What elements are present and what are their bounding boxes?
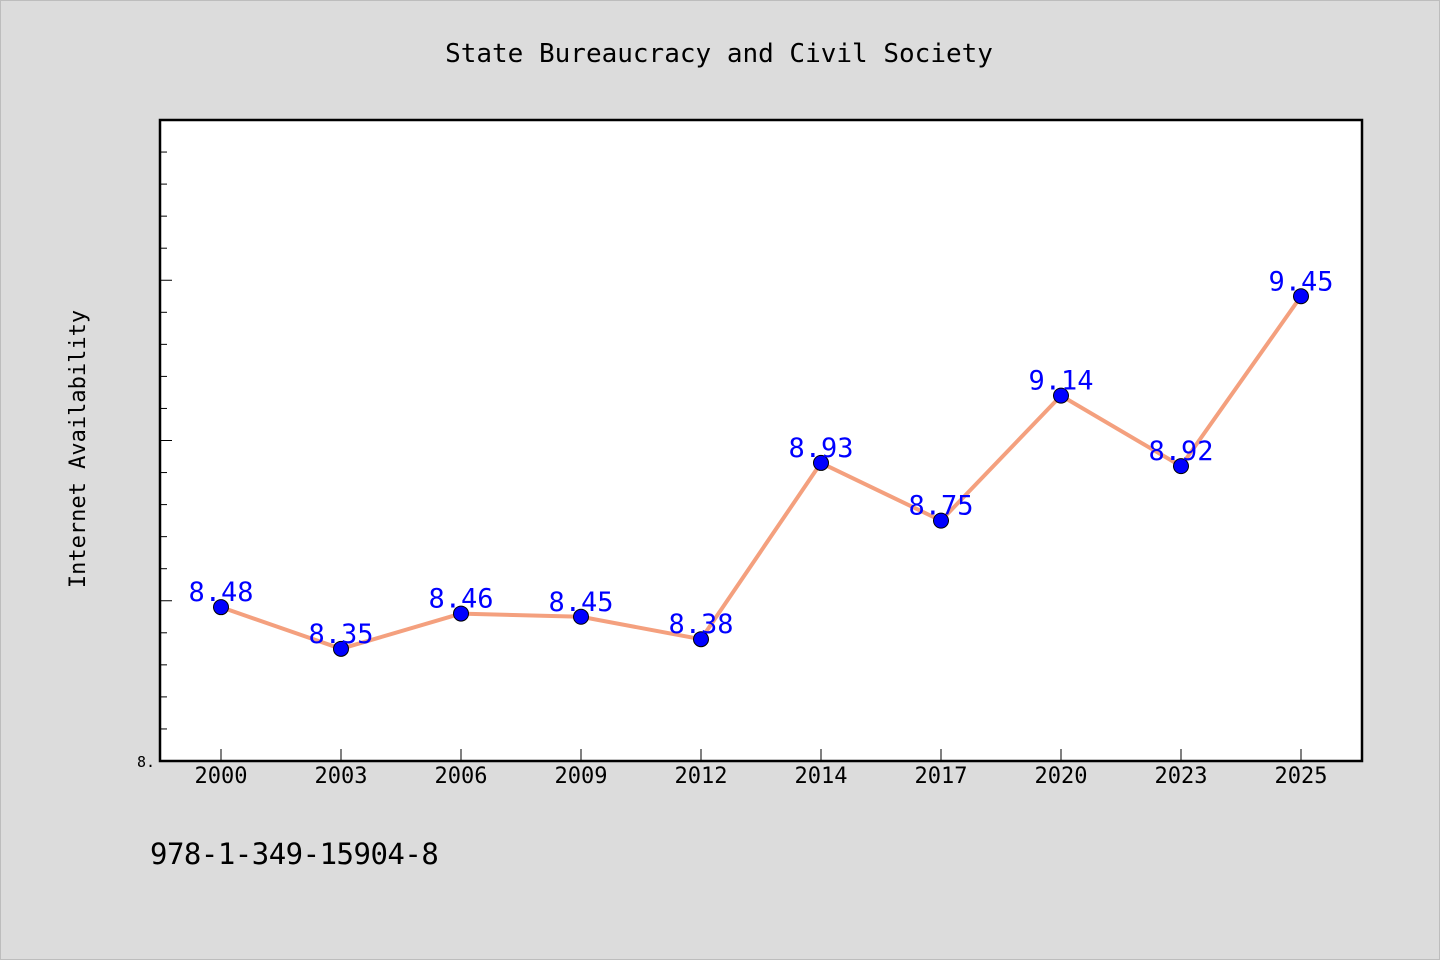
data-label: 8.35: [308, 619, 373, 650]
data-point: [333, 640, 349, 657]
chart-title: State Bureaucracy and Civil Society: [445, 39, 993, 69]
x-tick-label: 2009: [555, 764, 608, 789]
x-tick-label: 2025: [1275, 764, 1328, 789]
x-tick-label: 2014: [795, 764, 848, 789]
data-label: 8.92: [1148, 436, 1213, 467]
x-tick-label: 2000: [195, 764, 248, 789]
y-axis-label: Internet Availability: [66, 310, 91, 588]
data-labels: 8.48 8.35 8.46 8.45 8.38 8.93 8.75 9.14 8.92 9.45: [188, 266, 1333, 650]
plot-area: [158, 118, 1364, 763]
data-point: [1293, 288, 1309, 305]
x-axis-tick-labels: 2000 2003 2006 2009 2012 2014 2017 2020 2023 2025: [195, 764, 1328, 789]
y-tick-label: 8.: [137, 753, 155, 771]
data-label: 9.14: [1028, 366, 1093, 397]
x-tick-label: 2020: [1035, 764, 1088, 789]
data-label: 8.75: [908, 491, 973, 522]
x-tick-label: 2012: [675, 764, 728, 789]
y-axis-ticks: [160, 151, 172, 730]
x-tick-label: 2006: [435, 764, 488, 789]
data-point: [1173, 458, 1189, 475]
data-point: [573, 608, 589, 625]
data-point: [213, 599, 229, 616]
data-label: 8.93: [788, 433, 853, 464]
x-tick-label: 2003: [315, 764, 368, 789]
data-point: [933, 512, 949, 529]
series-line: [219, 294, 1303, 651]
data-point: [1053, 387, 1069, 404]
x-tick-label: 2023: [1155, 764, 1208, 789]
isbn-text: 978-1-349-15904-8: [150, 837, 439, 871]
series-markers: [213, 288, 1309, 657]
data-label: 8.38: [668, 609, 733, 640]
data-label: 8.46: [428, 584, 493, 615]
x-tick-label: 2017: [915, 764, 968, 789]
data-point: [453, 605, 469, 622]
x-axis-ticks: [220, 749, 1302, 761]
data-point: [693, 631, 709, 648]
data-label: 9.45: [1268, 266, 1333, 297]
data-point: [813, 454, 829, 471]
data-label: 8.48: [188, 577, 253, 608]
data-label: 8.45: [548, 587, 613, 618]
